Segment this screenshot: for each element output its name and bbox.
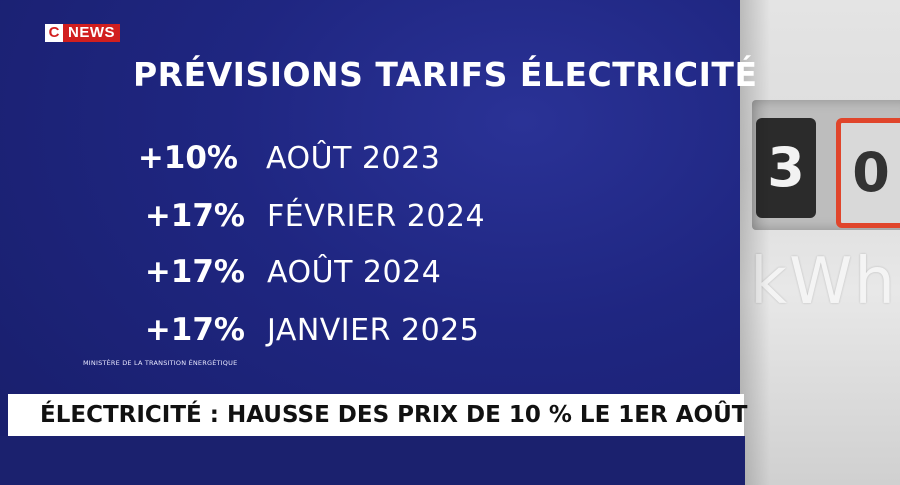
source-credit: MINISTÈRE DE LA TRANSITION ÉNERGÉTIQUE xyxy=(83,359,238,367)
forecast-date: AOÛT 2023 xyxy=(266,140,441,176)
logo-c: C xyxy=(45,24,63,42)
cnews-logo: C NEWS xyxy=(45,24,120,42)
forecast-row: +17% FÉVRIER 2024 xyxy=(0,196,485,236)
forecast-change: +10% xyxy=(137,140,238,176)
graphic-title: PRÉVISIONS TARIFS ÉLECTRICITÉ xyxy=(133,55,758,94)
logo-news: NEWS xyxy=(63,24,120,42)
lower-band xyxy=(0,436,745,485)
forecast-date: AOÛT 2024 xyxy=(267,254,442,290)
ticker-headline: ÉLECTRICITÉ : HAUSSE DES PRIX DE 10 % LE… xyxy=(40,402,748,428)
forecast-date: JANVIER 2025 xyxy=(267,312,480,348)
forecast-date: FÉVRIER 2024 xyxy=(267,198,486,234)
meter-unit-label: kWh xyxy=(750,245,897,319)
forecast-change: +17% xyxy=(144,254,245,290)
photo-shadow xyxy=(740,0,770,485)
meter-digit: 3 xyxy=(756,118,816,218)
forecast-row: +10% AOÛT 2023 xyxy=(0,138,440,178)
forecast-change: +17% xyxy=(144,198,245,234)
background-photo-electric-meter: 3 0 kWh xyxy=(740,0,900,485)
forecast-row: +17% JANVIER 2025 xyxy=(0,310,479,350)
meter-digit-highlighted: 0 xyxy=(836,118,900,228)
forecast-row: +17% AOÛT 2024 xyxy=(0,252,441,292)
forecast-change: +17% xyxy=(144,312,245,348)
news-ticker: ÉLECTRICITÉ : HAUSSE DES PRIX DE 10 % LE… xyxy=(8,394,748,436)
